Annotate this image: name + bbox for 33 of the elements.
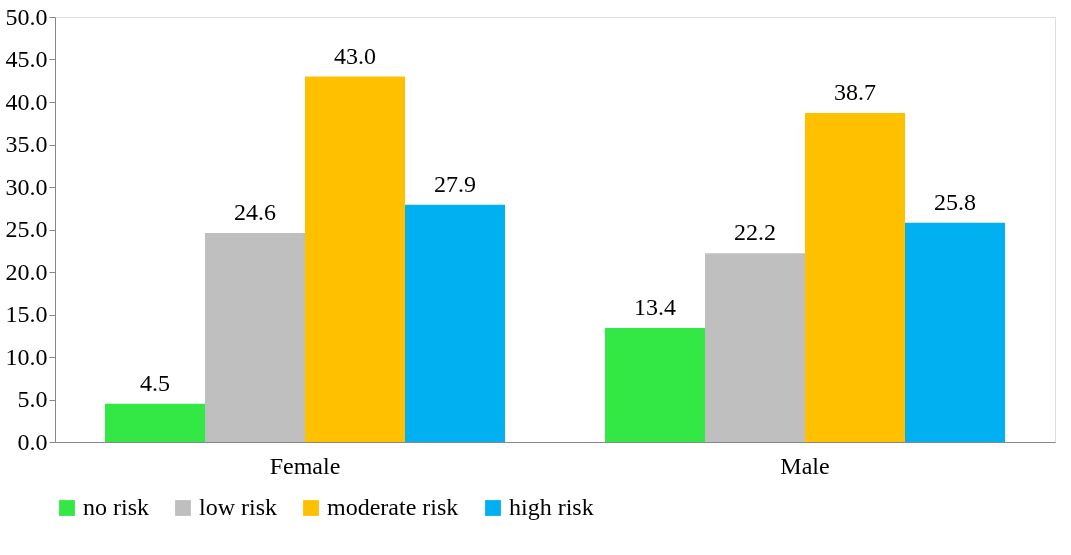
bar xyxy=(805,113,905,442)
legend-label: no risk xyxy=(83,494,149,520)
bar xyxy=(205,232,305,442)
legend-label: low risk xyxy=(199,494,277,520)
data-label: 22.2 xyxy=(734,219,776,246)
y-tick-label: 0.0 xyxy=(17,428,48,455)
bar xyxy=(305,76,405,442)
x-tick-label: Female xyxy=(269,452,341,479)
bar xyxy=(605,328,705,442)
y-tick-label: 40.0 xyxy=(5,88,48,115)
y-tick-label: 20.0 xyxy=(5,258,48,285)
data-label: 38.7 xyxy=(834,79,876,106)
y-tick-label: 5.0 xyxy=(17,386,48,412)
x-tick-label: Male xyxy=(780,452,830,479)
bar xyxy=(705,253,805,442)
y-tick-label: 10.0 xyxy=(5,343,48,370)
y-tick-label: 30.0 xyxy=(5,173,48,200)
y-tick-label: 45.0 xyxy=(5,46,48,72)
data-label: 25.8 xyxy=(934,188,976,215)
y-tick-label: 35.0 xyxy=(5,131,48,157)
y-tick-label: 50.0 xyxy=(5,3,48,30)
data-label: 24.6 xyxy=(234,198,276,225)
bar xyxy=(905,222,1005,442)
y-tick-label: 25.0 xyxy=(5,216,48,242)
y-tick-label: 15.0 xyxy=(5,301,48,327)
bar xyxy=(405,204,505,442)
bar xyxy=(105,403,205,442)
legend-label: high risk xyxy=(509,494,594,520)
data-label: 27.9 xyxy=(434,170,476,197)
legend-label: moderate risk xyxy=(327,494,459,520)
data-label: 43.0 xyxy=(334,42,376,69)
data-label: 13.4 xyxy=(634,294,676,321)
data-label: 4.5 xyxy=(140,369,170,396)
